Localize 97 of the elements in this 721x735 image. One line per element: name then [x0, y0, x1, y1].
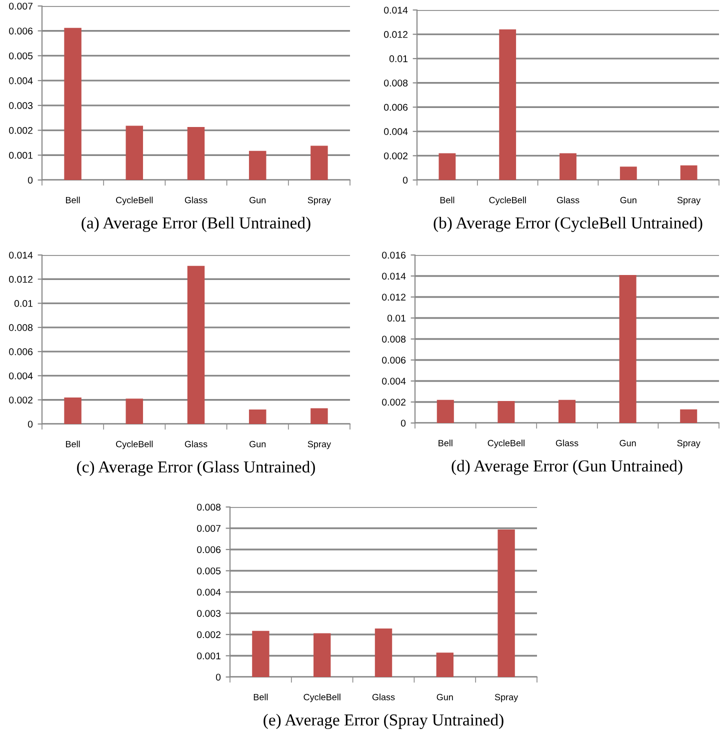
bar [252, 630, 270, 677]
bar [187, 266, 205, 424]
bar [438, 153, 456, 180]
bar [436, 400, 454, 423]
x-tick-label: Bell [66, 440, 80, 448]
y-tick-label: 0.007 [9, 2, 32, 10]
bar [126, 126, 144, 180]
y-tick-label: 0.001 [9, 152, 32, 159]
bar [187, 127, 205, 180]
x-tick-label: Spray [677, 440, 700, 448]
bar [436, 652, 454, 677]
y-tick-label: 0.01 [14, 300, 32, 307]
x-tick-label: Bell [66, 196, 80, 204]
y-tick-label: 0.003 [197, 610, 221, 617]
x-tick-label: Glass [184, 440, 208, 448]
y-tick-label: 0.006 [197, 546, 221, 554]
bar [499, 29, 516, 180]
y-tick-label: 0.004 [197, 588, 221, 596]
y-tick-label: 0.003 [9, 102, 33, 110]
x-tick-label: Glass [372, 694, 395, 700]
x-tick-label: Bell [440, 196, 454, 204]
y-tick-label: 0.008 [197, 504, 221, 511]
x-tick-label: Spray [308, 440, 331, 450]
bar [310, 146, 328, 180]
x-tick-label: Bell [438, 440, 452, 446]
text: (b) Average Error (CycleBell Untrained) [434, 216, 702, 232]
bar [310, 408, 328, 424]
x-tick-label: Spray [308, 196, 331, 206]
x-tick-label: CycleBell [488, 440, 524, 448]
x-tick-label: Gun [620, 196, 636, 204]
y-tick-label: 0.008 [384, 80, 408, 86]
bar [680, 409, 698, 423]
y-tick-label: 0.006 [382, 356, 406, 364]
x-tick-label: Glass [184, 196, 208, 204]
x-tick-label: CycleBell [489, 196, 526, 206]
bar [374, 628, 392, 677]
bar [64, 397, 82, 424]
y-tick-label: 0.014 [384, 6, 408, 14]
y-tick-label: 0.002 [197, 631, 220, 638]
x-tick-label: Glass [556, 440, 578, 446]
bar [498, 530, 515, 677]
bar [248, 150, 266, 180]
x-tick-label: CycleBell [116, 196, 153, 206]
x-tick-label: Bell [254, 694, 268, 700]
y-tick-label: 0.012 [9, 276, 32, 283]
bar [680, 165, 698, 180]
y-tick-label: 0.008 [9, 324, 33, 332]
y-tick-label: 0.002 [384, 152, 408, 160]
x-tick-label: Glass [556, 196, 580, 204]
text: (e) Average Error (Spray Untrained) [264, 714, 504, 730]
x-tick-label: Gun [620, 440, 636, 446]
bar [558, 400, 576, 423]
text: (c) Average Error (Glass Untrained) [77, 460, 315, 476]
bar [64, 28, 82, 180]
y-tick-label: 0.007 [197, 524, 220, 532]
y-tick-label: 0.016 [382, 252, 406, 259]
y-tick-label: 0 [28, 176, 33, 184]
y-tick-label: 0.002 [9, 127, 32, 134]
y-tick-label: 0.012 [384, 31, 408, 38]
x-tick-label: Spray [494, 694, 518, 702]
bar [248, 410, 266, 424]
y-tick-label: 0 [402, 176, 408, 184]
text: (a) Average Error (Bell Untrained) [82, 216, 310, 232]
y-tick-label: 0.01 [389, 55, 408, 62]
text: (d) Average Error (Gun Untrained) [452, 460, 682, 476]
y-tick-label: 0.004 [9, 77, 33, 84]
y-tick-label: 0.005 [197, 567, 221, 574]
y-tick-label: 0 [216, 674, 221, 681]
y-tick-label: 0.001 [197, 652, 220, 660]
y-tick-label: 0.014 [382, 272, 406, 280]
y-tick-label: 0.004 [382, 378, 406, 385]
x-tick-label: Gun [250, 440, 266, 448]
y-tick-label: 0.004 [9, 372, 33, 380]
x-tick-label: Gun [250, 196, 266, 204]
bar [498, 400, 515, 423]
y-tick-label: 0 [28, 420, 33, 428]
x-tick-label: CycleBell [304, 694, 340, 702]
y-tick-label: 0.004 [384, 128, 408, 136]
y-tick-label: 0.005 [9, 52, 33, 60]
y-tick-label: 0.006 [384, 104, 408, 111]
y-tick-label: 0 [400, 420, 406, 427]
y-tick-label: 0.006 [9, 28, 33, 34]
y-tick-label: 0.012 [382, 294, 406, 301]
bar [126, 398, 144, 424]
y-tick-label: 0.002 [9, 396, 32, 404]
bar [314, 633, 331, 677]
y-tick-label: 0.01 [387, 314, 406, 322]
bar [560, 153, 576, 180]
y-tick-label: 0.008 [382, 336, 406, 343]
y-tick-label: 0.014 [9, 252, 33, 259]
x-tick-label: Gun [436, 694, 453, 700]
x-tick-label: Spray [677, 196, 701, 206]
bar [619, 274, 636, 423]
y-tick-label: 0.006 [9, 348, 33, 356]
x-tick-label: CycleBell [116, 440, 153, 450]
bar [620, 166, 637, 180]
y-tick-label: 0.002 [382, 398, 406, 406]
